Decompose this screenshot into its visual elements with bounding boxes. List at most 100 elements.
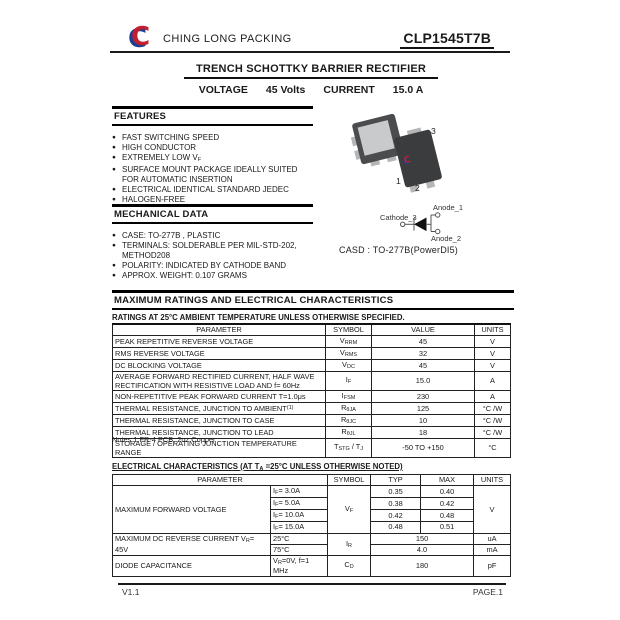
units-cell: V xyxy=(474,346,511,360)
column-header: PARAMETER xyxy=(112,323,326,336)
mechanical-item: ● APPROX. WEIGHT: 0.107 GRAMS xyxy=(112,271,313,281)
units-cell: V xyxy=(474,335,511,348)
feature-item: ● HALOGEN-FREE xyxy=(112,195,313,205)
current-value: 15.0 A xyxy=(392,84,424,96)
symbol-cell: TSTG / TJ xyxy=(325,437,372,459)
symbol-cell: IF xyxy=(325,370,372,392)
elec-row: MAXIMUM DC REVERSE CURRENT VR= 45V 25°C IR… xyxy=(112,532,512,556)
package-drawing: C C 3 1 2 Anode_1 Cathode_3 Anode_2 xyxy=(350,113,463,243)
electrical-characteristics-heading: ELECTRICAL CHARACTERISTICS (AT TA =25°C … xyxy=(112,462,403,472)
value-cell: 15.0 xyxy=(371,370,475,392)
units-cell: pF xyxy=(473,554,512,577)
parameter-cell: PEAK REPETITIVE REVERSE VOLTAGE xyxy=(112,335,326,348)
bullet-icon: ● xyxy=(112,186,116,193)
ratings-row: THERMAL RESISTANCE, JUNCTION TO LEAD RθJL… xyxy=(112,425,511,439)
value-cell: 150 xyxy=(370,532,475,545)
units-cell: A xyxy=(474,390,511,403)
mechanical-item-text: APPROX. WEIGHT: 0.107 GRAMS xyxy=(122,271,247,280)
ratings-summary: VOLTAGE 45 Volts CURRENT 15.0 A xyxy=(112,84,510,96)
ratings-row: RMS REVERSE VOLTAGE VRMS 32 V xyxy=(112,346,511,360)
current-label: CURRENT xyxy=(323,84,375,96)
condition-cell: IF= 3.0A xyxy=(269,485,329,498)
parameter-cell: MAXIMUM FORWARD VOLTAGE xyxy=(112,485,271,534)
header-rule xyxy=(110,51,510,53)
typ-cell: 0.48 xyxy=(370,520,422,534)
bullet-icon: ● xyxy=(112,144,116,151)
symbol-cell: RθJA xyxy=(325,402,372,415)
diode-schematic xyxy=(400,212,441,235)
ratings-row: PEAK REPETITIVE REVERSE VOLTAGE VRRM 45 V xyxy=(112,335,511,348)
typ-cell: 0.38 xyxy=(370,496,422,510)
column-header: SYMBOL xyxy=(327,474,372,486)
parameter-cell: AVERAGE FORWARD RECTIFIED CURRENT, HALF … xyxy=(112,370,326,392)
condition-cell: 25°C xyxy=(269,532,329,545)
features-section: FEATURES ● FAST SWITCHING SPEED ● HIGH COND… xyxy=(112,106,313,205)
condition-cell: IF= 15.0A xyxy=(269,520,329,534)
parameter-cell: MAXIMUM DC REVERSE CURRENT VR= 45V xyxy=(112,532,271,556)
column-header: SYMBOL xyxy=(325,323,372,336)
mechanical-item-text: TERMINALS: SOLDERABLE PER MIL-STD-202, M… xyxy=(122,241,297,260)
column-header: MAX xyxy=(420,474,475,486)
units-cell: °C /W xyxy=(474,425,511,439)
value-cell: 45 xyxy=(371,335,475,348)
mechanical-item: ● TERMINALS: SOLDERABLE PER MIL-STD-202, … xyxy=(112,241,313,261)
symbol-cell: RθJL xyxy=(325,425,372,439)
max-ratings-table: PARAMETER SYMBOL VALUE UNITS PEAK REPETITIV… xyxy=(112,323,511,459)
pin-2-label: 2 xyxy=(415,183,420,193)
feature-item: ● ELECTRICAL IDENTICAL STANDARD JEDEC xyxy=(112,185,313,195)
mechanical-item: ● POLARITY: INDICATED BY CATHODE BAND xyxy=(112,261,313,271)
typ-cell: 0.42 xyxy=(370,508,422,522)
electrical-characteristics-table: PARAMETER SYMBOL TYP MAX UNITS MAXIMUM FORWA… xyxy=(111,474,512,577)
condition-cell: IF= 10.0A xyxy=(269,508,329,522)
units-cell: A xyxy=(474,370,511,392)
elec-row: IF= 10.0A 0.42 0.48 xyxy=(113,508,511,522)
table-header-row: PARAMETER SYMBOL VALUE UNITS xyxy=(112,323,511,336)
bullet-icon: ● xyxy=(112,166,116,173)
feature-item-text: FAST SWITCHING SPEED xyxy=(122,133,220,142)
parameter-cell: STORAGE / OPERATING JUNCTION TEMPERATURE… xyxy=(112,437,326,459)
units-cell: °C xyxy=(474,437,511,459)
feature-item: ● SURFACE MOUNT PACKAGE IDEALLY SUITED FO… xyxy=(112,165,313,185)
company-logo-icon: C C xyxy=(128,23,158,53)
condition-cell: VR=0V, f=1 MHz xyxy=(269,554,329,577)
parameter-cell: THERMAL RESISTANCE, JUNCTION TO CASE xyxy=(112,413,326,427)
footer-page-number: PAGE.1 xyxy=(472,587,503,597)
max-cell: 0.48 xyxy=(420,508,475,522)
mechanical-data-heading: MECHANICAL DATA xyxy=(112,204,313,224)
symbol-cell: VRMS xyxy=(325,346,372,360)
logo-red-layer: C xyxy=(131,22,151,52)
condition-cell: 75°C xyxy=(269,543,329,556)
column-header: VALUE xyxy=(371,323,475,336)
units-cell: V xyxy=(474,358,511,372)
units-cell: °C /W xyxy=(474,413,511,427)
ratings-row: NON-REPETITIVE PEAK FORWARD CURRENT T=1.… xyxy=(112,390,511,403)
value-cell: 180 xyxy=(370,554,475,577)
package-bottom-view xyxy=(350,113,404,167)
value-cell: 32 xyxy=(371,346,475,360)
elec-row: 75°C 4.0 mA xyxy=(113,543,512,556)
max-ratings-heading: MAXIMUM RATINGS AND ELECTRICAL CHARACTER… xyxy=(112,290,514,310)
column-header: UNITS xyxy=(473,474,512,486)
footer-version: V1.1 xyxy=(122,587,140,597)
condition-cell: IF= 5.0A xyxy=(269,496,329,510)
units-cell: mA xyxy=(473,543,512,556)
parameter-cell: NON-REPETITIVE PEAK FORWARD CURRENT T=1.… xyxy=(112,390,326,403)
mechanical-item: ● CASE: TO-277B , PLASTIC xyxy=(112,231,313,241)
package-top-view: C C xyxy=(393,127,442,193)
value-cell: 125 xyxy=(371,402,475,415)
table-notes: Notes 1:FR-4 PCB, 2oz.Copper xyxy=(112,435,216,444)
units-cell: V xyxy=(473,485,512,534)
ratings-row: THERMAL RESISTANCE, JUNCTION TO AMBIENT(… xyxy=(112,402,511,415)
symbol-cell: RθJC xyxy=(325,413,372,427)
features-heading: FEATURES xyxy=(112,106,313,126)
ratings-row: AVERAGE FORWARD RECTIFIED CURRENT, HALF … xyxy=(112,370,511,392)
mechanical-item-text: POLARITY: INDICATED BY CATHODE BAND xyxy=(122,261,287,270)
logo-blue-layer: C xyxy=(128,24,148,54)
column-header: UNITS xyxy=(474,323,511,336)
units-cell: uA xyxy=(473,532,512,545)
parameter-cell: RMS REVERSE VOLTAGE xyxy=(112,346,326,360)
symbol-cell: IR xyxy=(327,532,372,556)
parameter-cell: DIODE CAPACITANCE xyxy=(112,554,271,577)
cathode-label: Cathode_3 xyxy=(380,213,417,222)
